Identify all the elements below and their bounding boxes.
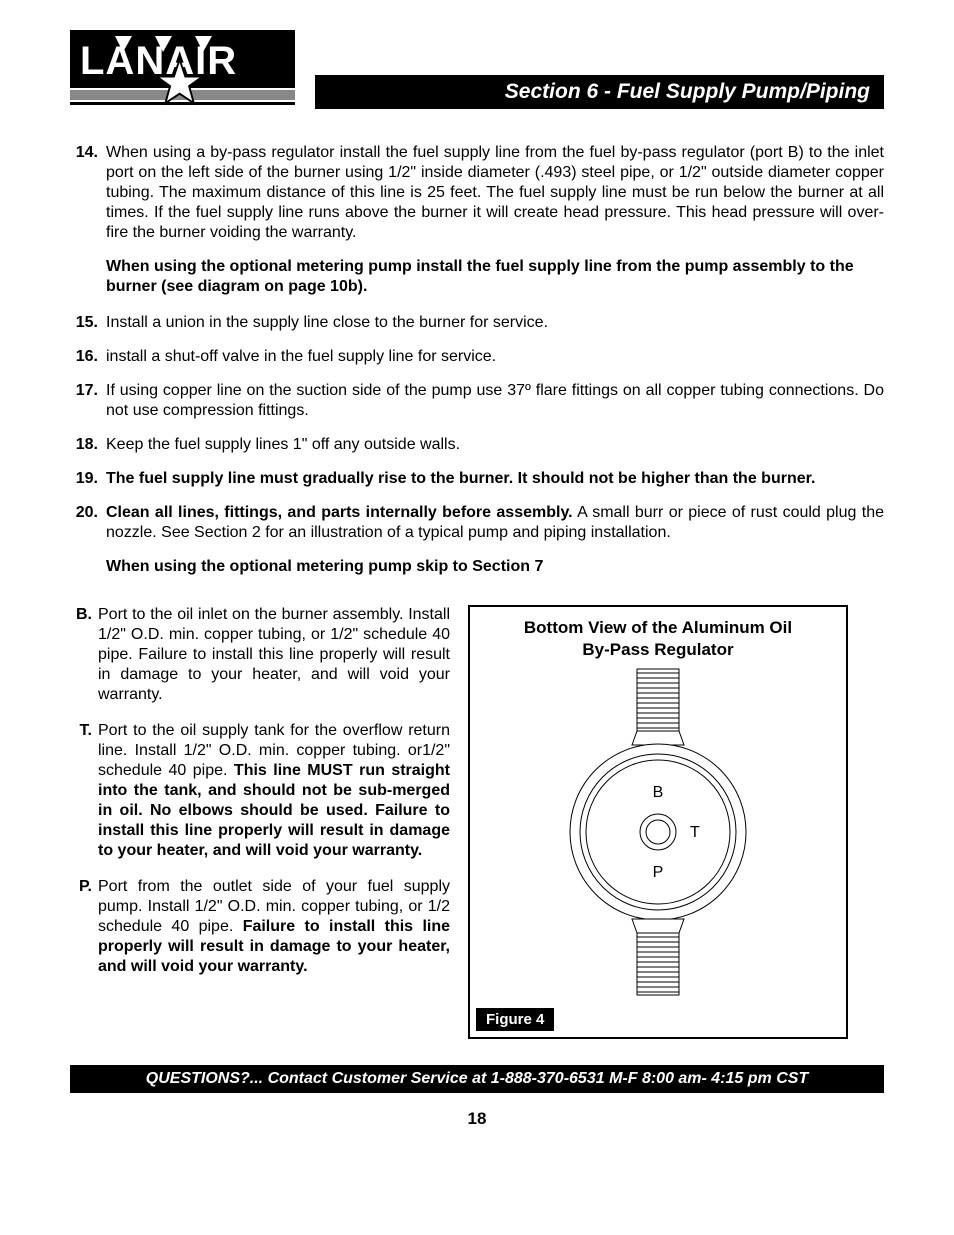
step-number: 16. — [70, 347, 106, 367]
note-after-20: When using the optional metering pump sk… — [106, 557, 884, 577]
step-number: 15. — [70, 313, 106, 333]
figure-4: Bottom View of the Aluminum Oil By-Pass … — [468, 605, 848, 1039]
step-number: 14. — [70, 143, 106, 243]
port-letter: P. — [70, 877, 98, 977]
step-number: 17. — [70, 381, 106, 421]
step-19: 19. The fuel supply line must gradually … — [70, 469, 884, 489]
diagram-label-b: B — [653, 784, 664, 801]
note-after-14: When using the optional metering pump in… — [106, 257, 884, 297]
port-letter: B. — [70, 605, 98, 705]
step-text-bold-prefix: Clean all lines, fittings, and parts int… — [106, 504, 573, 521]
port-list: B. Port to the oil inlet on the burner a… — [70, 605, 450, 1039]
figure-title-line2: By-Pass Regulator — [582, 640, 733, 659]
step-text: install a shut-off valve in the fuel sup… — [106, 347, 884, 367]
figure-caption: Figure 4 — [476, 1008, 554, 1031]
port-b: B. Port to the oil inlet on the burner a… — [70, 605, 450, 705]
step-14: 14. When using a by-pass regulator insta… — [70, 143, 884, 243]
step-number: 19. — [70, 469, 106, 489]
ports-and-figure: B. Port to the oil inlet on the burner a… — [70, 605, 884, 1039]
step-18: 18. Keep the fuel supply lines 1" off an… — [70, 435, 884, 455]
step-text: Clean all lines, fittings, and parts int… — [106, 503, 884, 543]
port-t: T. Port to the oil supply tank for the o… — [70, 721, 450, 861]
step-number: 18. — [70, 435, 106, 455]
step-text: When using a by-pass regulator install t… — [106, 143, 884, 243]
step-text: Keep the fuel supply lines 1" off any ou… — [106, 435, 884, 455]
figure-title-line1: Bottom View of the Aluminum Oil — [524, 618, 792, 637]
step-17: 17. If using copper line on the suction … — [70, 381, 884, 421]
step-16: 16. install a shut-off valve in the fuel… — [70, 347, 884, 367]
footer-contact-bar: QUESTIONS?... Contact Customer Service a… — [70, 1065, 884, 1093]
step-text: If using copper line on the suction side… — [106, 381, 884, 421]
diagram-label-t: T — [690, 824, 700, 841]
port-text: Port to the oil supply tank for the over… — [98, 721, 450, 861]
section-title-bar: Section 6 - Fuel Supply Pump/Piping — [315, 75, 884, 109]
step-15: 15. Install a union in the supply line c… — [70, 313, 884, 333]
regulator-diagram: B T P — [480, 667, 836, 997]
numbered-steps: 14. When using a by-pass regulator insta… — [70, 143, 884, 577]
port-text: Port from the outlet side of your fuel s… — [98, 877, 450, 977]
step-number: 20. — [70, 503, 106, 543]
port-letter: T. — [70, 721, 98, 861]
step-text: Install a union in the supply line close… — [106, 313, 884, 333]
figure-title: Bottom View of the Aluminum Oil By-Pass … — [480, 617, 836, 661]
port-p: P. Port from the outlet side of your fue… — [70, 877, 450, 977]
step-text: The fuel supply line must gradually rise… — [106, 469, 884, 489]
step-20: 20. Clean all lines, fittings, and parts… — [70, 503, 884, 543]
port-text: Port to the oil inlet on the burner asse… — [98, 605, 450, 705]
page-number: 18 — [70, 1109, 884, 1129]
manual-page: LANAIR Section 6 - Fuel Supply Pump/Pipi… — [0, 0, 954, 1159]
diagram-label-p: P — [653, 864, 664, 881]
header: LANAIR Section 6 - Fuel Supply Pump/Pipi… — [70, 30, 884, 115]
brand-logo: LANAIR — [70, 30, 295, 115]
